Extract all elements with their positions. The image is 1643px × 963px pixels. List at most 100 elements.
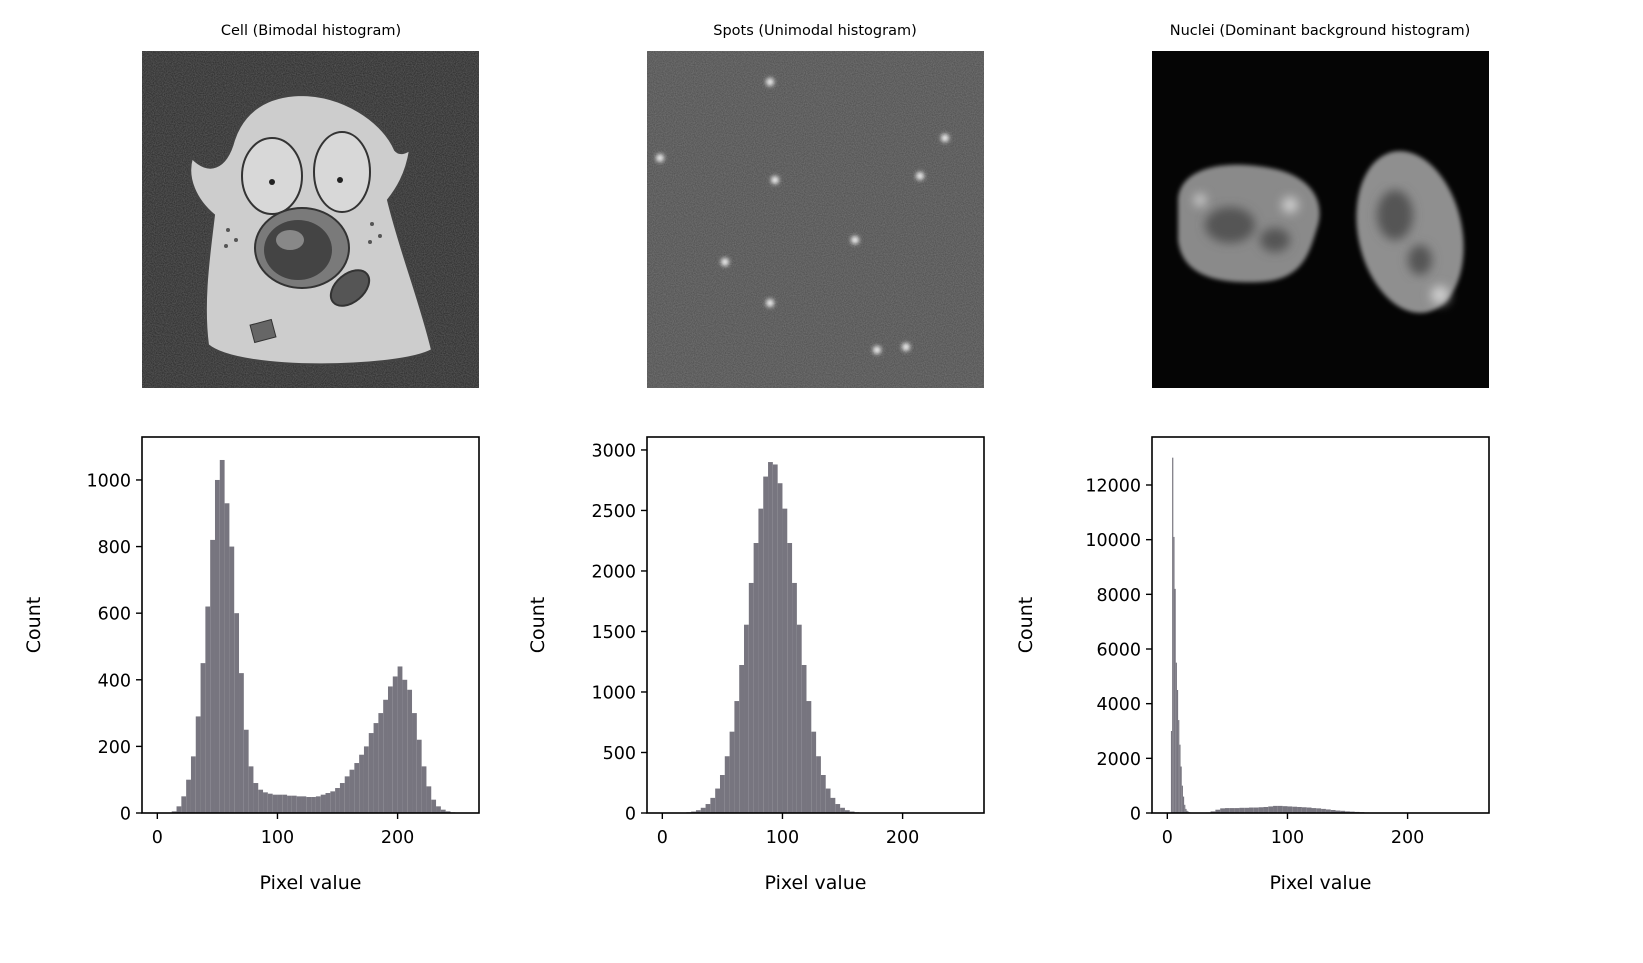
histogram-bar [234, 613, 239, 813]
histogram-bar [778, 483, 783, 813]
x-tick-label: 100 [261, 828, 294, 848]
y-tick-label: 600 [98, 605, 131, 625]
histogram-bar [220, 460, 225, 813]
histogram-bar [1307, 808, 1312, 813]
histogram-bar [350, 770, 355, 813]
histogram-bar [374, 723, 379, 813]
x-tick-label: 0 [1162, 828, 1173, 848]
y-axis-label: Count [527, 597, 549, 653]
histogram-bar [205, 607, 210, 813]
histogram-bar [1292, 807, 1297, 813]
nuclei-panel-title: Nuclei (Dominant background histogram) [1170, 23, 1471, 39]
histogram-bar [831, 798, 836, 813]
histogram-bar [225, 503, 230, 813]
histogram-bar [1172, 458, 1173, 813]
x-tick-label: 0 [657, 828, 668, 848]
x-tick-label: 200 [1391, 828, 1424, 848]
histogram-bar [710, 798, 715, 813]
histogram-bar [316, 796, 321, 813]
histogram-bar [229, 547, 234, 813]
histogram-bar [1263, 807, 1268, 813]
histogram-bar [436, 806, 441, 813]
y-tick-label: 2500 [591, 502, 636, 522]
histogram-bar [383, 700, 388, 813]
histogram-bar [1182, 786, 1183, 813]
histogram-bar [1278, 806, 1283, 813]
histogram-bar [388, 686, 393, 813]
histogram-bar [1171, 731, 1172, 813]
histogram-bar [782, 509, 787, 813]
spots-panel-title: Spots (Unimodal histogram) [713, 23, 917, 39]
nuclei-image [1152, 51, 1489, 388]
histogram-bar [292, 796, 297, 813]
histogram-bar [806, 701, 811, 813]
histogram-bar [177, 806, 182, 813]
histogram-bar [720, 775, 725, 813]
histogram-bar [215, 480, 220, 813]
y-tick-label: 500 [603, 744, 636, 764]
y-axis-label: Count [23, 597, 45, 653]
histogram-bar [1249, 808, 1254, 813]
histogram-bar [201, 663, 206, 813]
histogram-bar [816, 756, 821, 813]
histogram-bar [321, 795, 326, 813]
y-tick-label: 6000 [1096, 640, 1141, 660]
y-tick-label: 1000 [86, 471, 131, 491]
histogram-bar [1302, 807, 1307, 813]
histogram-bar [345, 776, 350, 813]
histogram-bar [407, 690, 412, 813]
y-tick-label: 10000 [1085, 531, 1141, 551]
histogram-bar [273, 795, 278, 813]
histogram-bar [1173, 537, 1174, 813]
histogram-bar [426, 786, 431, 813]
x-axis-label: Pixel value [1270, 872, 1372, 894]
histogram-bar [210, 540, 215, 813]
histogram-bar [181, 796, 186, 813]
y-tick-label: 3000 [591, 441, 636, 461]
y-tick-label: 0 [625, 805, 636, 825]
histogram-bar [393, 676, 398, 813]
histogram-bar [422, 766, 427, 813]
histogram-bar [758, 509, 763, 813]
histogram-bars [686, 462, 955, 813]
histogram-bar [744, 625, 749, 813]
x-tick-label: 100 [766, 828, 799, 848]
histogram-bar [306, 797, 311, 813]
histogram-bar [754, 543, 759, 813]
cell-image [142, 51, 479, 388]
histogram-bar [301, 796, 306, 813]
y-tick-label: 2000 [591, 562, 636, 582]
histogram-bar [730, 732, 735, 813]
histogram-bar [297, 796, 302, 813]
histogram-bar [763, 477, 768, 813]
histogram-bar [802, 665, 807, 813]
y-tick-label: 8000 [1096, 586, 1141, 606]
histogram-bar [277, 795, 282, 813]
histogram-bar [330, 791, 335, 813]
histogram-bar [249, 766, 254, 813]
histogram-bars [1171, 458, 1384, 813]
x-tick-label: 0 [152, 828, 163, 848]
histogram-bar [1184, 805, 1185, 813]
spots-image [647, 51, 984, 388]
histogram-bar [1283, 806, 1288, 813]
histogram-bar [811, 732, 816, 813]
histogram-bar [734, 701, 739, 813]
histogram-bar [706, 804, 711, 813]
histogram-bar [369, 733, 374, 813]
histogram-bar [326, 793, 331, 813]
y-tick-label: 12000 [1085, 476, 1141, 496]
y-tick-label: 0 [120, 805, 131, 825]
histogram-bar [378, 713, 383, 813]
histogram-bar [792, 583, 797, 813]
histogram-bar [768, 462, 773, 813]
histogram-bar [364, 746, 369, 813]
cell-panel-title: Cell (Bimodal histogram) [221, 23, 401, 39]
histogram-bar [1273, 806, 1278, 813]
histogram-bar [244, 730, 249, 813]
histogram-bar [398, 666, 403, 813]
histogram-bar [335, 788, 340, 813]
